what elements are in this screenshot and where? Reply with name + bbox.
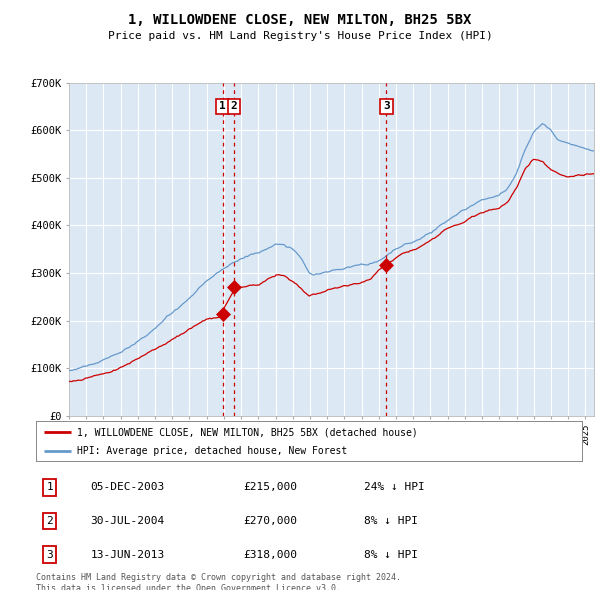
Text: 2: 2: [46, 516, 53, 526]
Text: 2: 2: [230, 101, 237, 112]
Text: 8% ↓ HPI: 8% ↓ HPI: [364, 550, 418, 559]
Text: 3: 3: [383, 101, 390, 112]
Text: Price paid vs. HM Land Registry's House Price Index (HPI): Price paid vs. HM Land Registry's House …: [107, 31, 493, 41]
Text: 13-JUN-2013: 13-JUN-2013: [91, 550, 165, 559]
Text: 8% ↓ HPI: 8% ↓ HPI: [364, 516, 418, 526]
Text: 1: 1: [219, 101, 226, 112]
Text: £270,000: £270,000: [244, 516, 298, 526]
Text: 3: 3: [46, 550, 53, 559]
Text: 24% ↓ HPI: 24% ↓ HPI: [364, 483, 424, 492]
Text: 1, WILLOWDENE CLOSE, NEW MILTON, BH25 5BX (detached house): 1, WILLOWDENE CLOSE, NEW MILTON, BH25 5B…: [77, 428, 418, 438]
Text: Contains HM Land Registry data © Crown copyright and database right 2024.
This d: Contains HM Land Registry data © Crown c…: [36, 573, 401, 590]
Text: 05-DEC-2003: 05-DEC-2003: [91, 483, 165, 492]
Text: £318,000: £318,000: [244, 550, 298, 559]
Text: 1: 1: [46, 483, 53, 492]
Text: £215,000: £215,000: [244, 483, 298, 492]
Text: HPI: Average price, detached house, New Forest: HPI: Average price, detached house, New …: [77, 447, 347, 456]
Text: 30-JUL-2004: 30-JUL-2004: [91, 516, 165, 526]
Text: 1, WILLOWDENE CLOSE, NEW MILTON, BH25 5BX: 1, WILLOWDENE CLOSE, NEW MILTON, BH25 5B…: [128, 13, 472, 27]
